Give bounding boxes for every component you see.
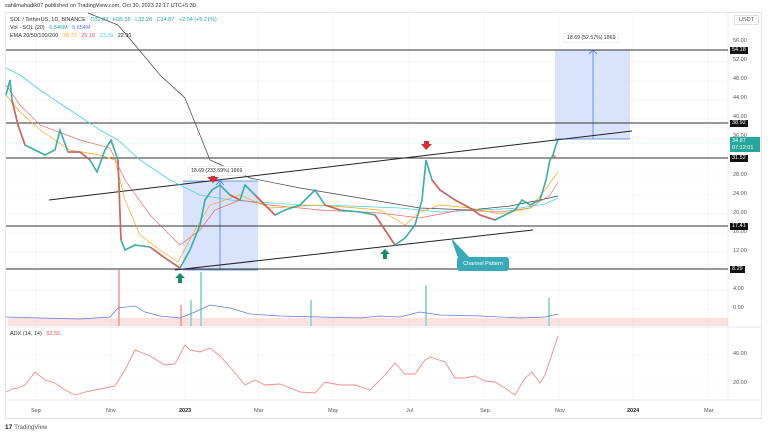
volume-bars [8, 270, 728, 326]
measure-label-2[interactable]: 18.69 (52.57%) 1869 [563, 33, 620, 43]
bar-countdown: 07:12:01 [732, 144, 754, 151]
y-tick: 16.00 [733, 229, 747, 235]
adx-y-tick: 40.00 [733, 351, 747, 357]
adx-line [5, 335, 559, 396]
x-tick: Nov [106, 408, 116, 414]
close-value: C34.87 [156, 17, 175, 23]
level-label: 31.52 [730, 155, 748, 162]
arrow-up-icon [175, 273, 185, 283]
y-tick: 4.00 [733, 286, 744, 292]
x-tick: 2023 [179, 408, 192, 414]
ema100-value: 23.39 [99, 33, 114, 40]
chart-legend: SOL / TetherUS, 1D, BINANCE O32.83 H35.3… [10, 16, 220, 41]
y-tick: 48.00 [733, 76, 747, 82]
tradingview-logo[interactable]: 17 TradingView [5, 424, 47, 431]
arrow-down-icon [421, 141, 432, 150]
adx-label[interactable]: ADX (14, 14) [10, 331, 42, 337]
chart-frame [5, 12, 762, 419]
x-tick: 2024 [627, 408, 640, 414]
current-price: 34.87 [732, 138, 746, 144]
current-price-label: 34.87 07:12:01 [730, 137, 760, 152]
adx-y-tick: 20.00 [733, 380, 747, 386]
measure-label-1[interactable]: 18.69 (233.59%) 1869 [187, 166, 247, 176]
x-tick: Sep [480, 408, 490, 414]
arrow-up-icon [380, 249, 390, 259]
channel-pattern-callout[interactable]: Channel Pattern [457, 257, 509, 271]
ema200-value: 22.91 [117, 33, 132, 40]
arrow-down-icon [207, 174, 219, 183]
y-tick: 24.00 [733, 191, 747, 197]
high-value: H35.35 [112, 17, 131, 23]
level-label: 17.41 [730, 223, 748, 230]
horizontal-levels[interactable] [6, 49, 728, 270]
brand-name: TradingView [14, 425, 48, 431]
level-label: 38.92 [730, 120, 748, 127]
open-value: O32.83 [90, 17, 109, 23]
change-value: +2.04 (+6.21%) [178, 17, 217, 23]
currency-button[interactable]: USDT [734, 15, 759, 25]
y-tick: 44.00 [733, 95, 747, 101]
ema-label[interactable]: EMA 20/50/100/200 [10, 33, 59, 40]
candles[interactable] [5, 79, 559, 270]
volume-ma-value: 5.654M [72, 25, 91, 32]
volume-label[interactable]: Vol - SOL (20) [10, 25, 45, 32]
symbol-label[interactable]: SOL / TetherUS, 1D, BINANCE [10, 17, 86, 23]
adx-value: 53.55 [46, 331, 61, 337]
y-tick: 12.00 [733, 248, 747, 254]
adx-legend: ADX (14, 14) 53.55 [10, 331, 63, 337]
x-tick: Mar [704, 408, 714, 414]
y-tick: 40.00 [733, 114, 747, 120]
level-label: 54.18 [730, 47, 748, 54]
ema50-value: 25.18 [81, 33, 95, 40]
y-tick: 20.00 [733, 210, 747, 216]
x-tick: Nov [555, 408, 565, 414]
x-tick: Sep [31, 408, 41, 414]
tv-logo-icon: 17 [5, 424, 13, 431]
y-tick: 0.00 [733, 305, 744, 311]
y-tick: 56.00 [733, 38, 747, 44]
level-label: 8.29 [730, 266, 745, 273]
channel-upper-line[interactable] [48, 130, 633, 201]
y-tick: 28.00 [733, 172, 747, 178]
measure-box-2[interactable] [555, 50, 630, 139]
low-value: L32.28 [135, 17, 153, 23]
y-tick: 36.00 [733, 133, 747, 139]
channel-lower-line[interactable] [174, 229, 534, 271]
ema20-value: 28.72 [62, 33, 77, 40]
x-tick: Mar [254, 408, 264, 414]
x-tick: May [328, 408, 339, 414]
x-tick: Jul [406, 408, 414, 414]
volume-value: 6.546M [49, 25, 68, 32]
y-tick: 52.00 [733, 57, 747, 63]
publish-info: sahilmahadik07 published on TradingView.… [5, 3, 196, 9]
